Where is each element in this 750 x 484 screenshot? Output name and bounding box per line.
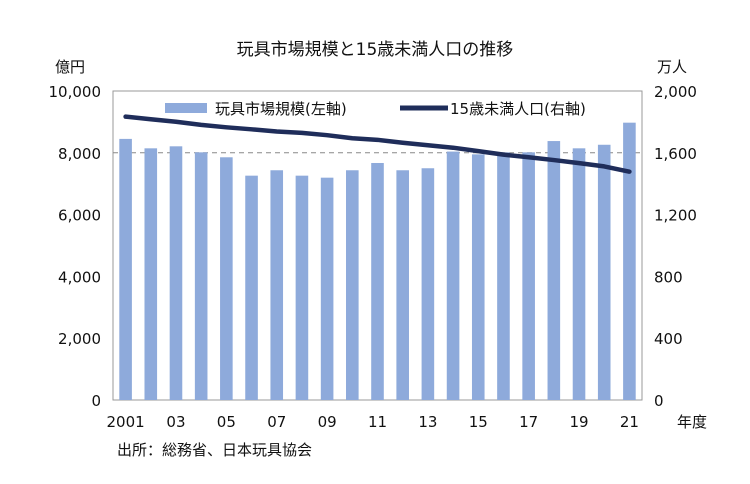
legend-bar-swatch xyxy=(165,103,207,113)
bar xyxy=(320,177,334,400)
y-left-tick-label: 2,000 xyxy=(58,330,101,348)
bar xyxy=(396,170,409,400)
bar xyxy=(194,152,208,400)
x-tick-label: 15 xyxy=(469,413,488,431)
bar xyxy=(421,168,435,400)
x-tick-label: 17 xyxy=(519,413,538,431)
y-left-tick-label: 6,000 xyxy=(58,207,101,225)
bar xyxy=(270,170,284,400)
bar xyxy=(295,175,309,400)
y-right-tick-label: 0 xyxy=(654,392,664,410)
bar xyxy=(547,141,561,401)
bar xyxy=(220,157,233,400)
x-tick-label: 19 xyxy=(569,413,588,431)
bar xyxy=(572,148,586,400)
x-tick-label: 05 xyxy=(217,413,236,431)
y-right-tick-label: 800 xyxy=(654,268,683,286)
legend-line-label: 15歳未満人口(右軸) xyxy=(450,100,586,118)
x-axis-label: 年度 xyxy=(677,413,707,431)
y-left-tick-label: 0 xyxy=(91,392,101,410)
legend-bar-label: 玩具市場規模(左軸) xyxy=(215,100,347,118)
bar xyxy=(119,138,132,400)
legend: 玩具市場規模(左軸) 15歳未満人口(右軸) xyxy=(165,100,586,118)
x-tick-label: 09 xyxy=(318,413,337,431)
y-left-tick-label: 4,000 xyxy=(58,268,101,286)
y-right-tick-label: 2,000 xyxy=(654,83,697,101)
y-right-tick-label: 400 xyxy=(654,330,683,348)
y-right-tick-label: 1,600 xyxy=(654,145,697,163)
y-left-tick-label: 10,000 xyxy=(49,83,102,101)
bar xyxy=(144,148,158,400)
bar xyxy=(371,162,384,400)
x-tick-label: 21 xyxy=(620,413,639,431)
y-right-tick-label: 1,200 xyxy=(654,207,697,225)
bar xyxy=(346,170,359,400)
x-tick-label: 11 xyxy=(368,413,387,431)
bar xyxy=(169,146,183,400)
source-note: 出所：総務省、日本玩具協会 xyxy=(117,441,312,459)
bar xyxy=(597,144,611,400)
y-left-tick-label: 8,000 xyxy=(58,145,101,163)
bar xyxy=(522,152,535,400)
bar xyxy=(497,152,510,400)
bar xyxy=(471,154,485,400)
chart-title: 玩具市場規模と15歳未満人口の推移 xyxy=(237,40,514,60)
left-axis-unit: 億円 xyxy=(55,58,85,76)
x-tick-label: 13 xyxy=(418,413,437,431)
x-tick-label: 07 xyxy=(267,413,286,431)
bar xyxy=(245,175,258,400)
bar xyxy=(623,122,636,401)
x-tick-label: 2001 xyxy=(107,413,145,431)
x-tick-label: 03 xyxy=(166,413,185,431)
right-axis-unit: 万人 xyxy=(657,58,687,76)
bar xyxy=(446,151,460,400)
